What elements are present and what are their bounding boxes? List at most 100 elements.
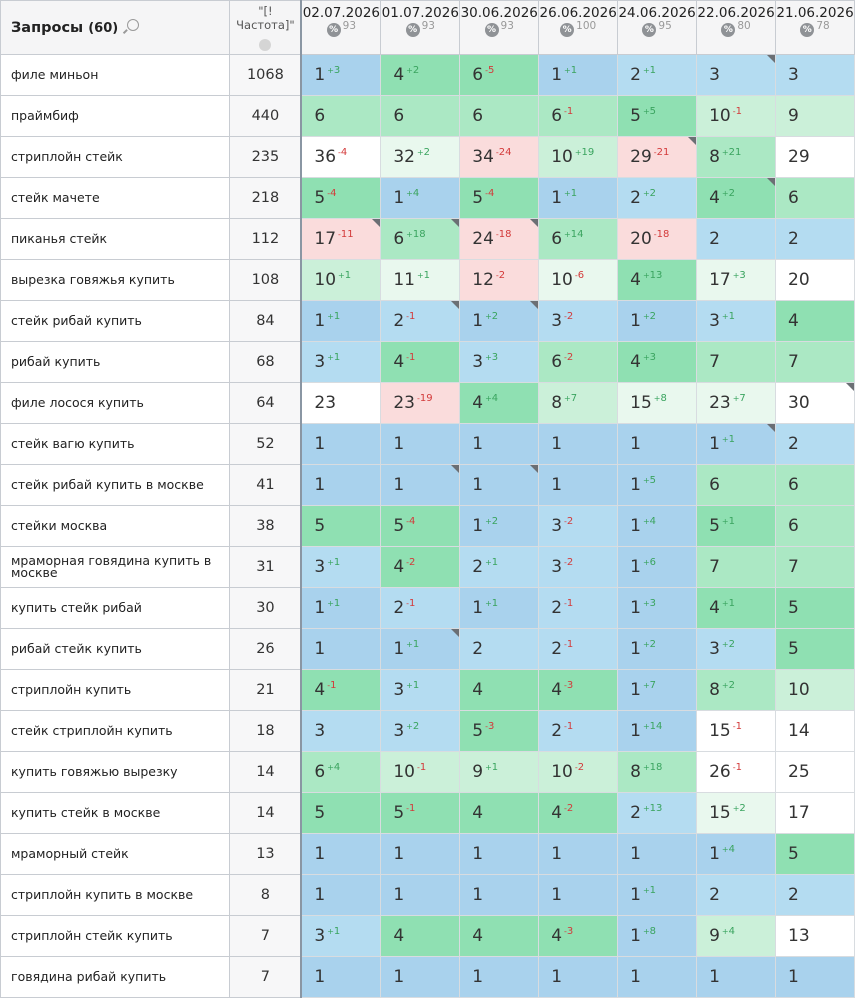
position-cell[interactable]: 5: [775, 628, 855, 670]
snippet-corner-icon[interactable]: [451, 219, 460, 227]
position-cell[interactable]: 7: [696, 546, 777, 588]
position-cell[interactable]: 36 -4: [300, 136, 382, 178]
position-cell[interactable]: 15 -1: [696, 710, 777, 752]
query-cell[interactable]: филе миньон: [0, 54, 231, 96]
position-cell[interactable]: 1 +4: [696, 833, 777, 875]
queries-column-header[interactable]: Запросы (60): [0, 0, 231, 55]
position-cell[interactable]: 5: [300, 792, 382, 834]
position-cell[interactable]: 1 +3: [300, 54, 382, 96]
position-cell[interactable]: 9 +1: [459, 751, 540, 793]
position-cell[interactable]: 1: [459, 833, 540, 875]
position-cell[interactable]: 3 +1: [300, 341, 382, 383]
position-cell[interactable]: 1: [459, 956, 540, 998]
query-cell[interactable]: стриплойн стейк: [0, 136, 231, 178]
position-cell[interactable]: 3 -2: [538, 505, 619, 547]
position-cell[interactable]: 23 +7: [696, 382, 777, 424]
date-column-header[interactable]: 01.07.2026% 93: [380, 0, 461, 55]
snippet-corner-icon[interactable]: [767, 55, 776, 63]
position-cell[interactable]: 13: [775, 915, 855, 957]
position-cell[interactable]: 5 -1: [380, 792, 461, 834]
position-cell[interactable]: 4 +2: [696, 177, 777, 219]
position-cell[interactable]: 6: [775, 177, 855, 219]
position-cell[interactable]: 3 +2: [380, 710, 461, 752]
query-cell[interactable]: вырезка говяжья купить: [0, 259, 231, 301]
position-cell[interactable]: 1 +2: [459, 505, 540, 547]
position-cell[interactable]: 7: [775, 546, 855, 588]
position-cell[interactable]: 23 -19: [380, 382, 461, 424]
position-cell[interactable]: 3: [696, 54, 777, 96]
position-cell[interactable]: 29: [775, 136, 855, 178]
position-cell[interactable]: 3: [300, 710, 382, 752]
position-cell[interactable]: 6 -1: [538, 95, 619, 137]
position-cell[interactable]: 3 +2: [696, 628, 777, 670]
snippet-corner-icon[interactable]: [846, 383, 854, 391]
position-cell[interactable]: 1: [617, 956, 698, 998]
query-cell[interactable]: стейк стриплойн купить: [0, 710, 231, 752]
position-cell[interactable]: 9: [775, 95, 855, 137]
query-cell[interactable]: стейк вагю купить: [0, 423, 231, 465]
query-cell[interactable]: стейки москва: [0, 505, 231, 547]
query-cell[interactable]: стриплойн стейк купить: [0, 915, 231, 957]
position-cell[interactable]: 32 +2: [380, 136, 461, 178]
position-cell[interactable]: 6: [696, 464, 777, 506]
position-cell[interactable]: 6 +18: [380, 218, 461, 260]
query-cell[interactable]: филе лосося купить: [0, 382, 231, 424]
position-cell[interactable]: 1 +1: [380, 628, 461, 670]
position-cell[interactable]: 15 +2: [696, 792, 777, 834]
position-cell[interactable]: 6 -5: [459, 54, 540, 96]
frequency-column-header[interactable]: "[!Частота]": [229, 0, 302, 55]
position-cell[interactable]: 1: [300, 423, 382, 465]
position-cell[interactable]: 1 +1: [538, 177, 619, 219]
position-cell[interactable]: 6: [459, 95, 540, 137]
position-cell[interactable]: 1 +1: [459, 587, 540, 629]
position-cell[interactable]: 1: [459, 423, 540, 465]
position-cell[interactable]: 11 +1: [380, 259, 461, 301]
position-cell[interactable]: 1: [380, 423, 461, 465]
date-column-header[interactable]: 24.06.2026% 95: [617, 0, 698, 55]
position-cell[interactable]: 4 +2: [380, 54, 461, 96]
position-cell[interactable]: 1: [380, 956, 461, 998]
position-cell[interactable]: 24 -18: [459, 218, 540, 260]
position-cell[interactable]: 2: [459, 628, 540, 670]
position-cell[interactable]: 2 +2: [617, 177, 698, 219]
position-cell[interactable]: 10 +19: [538, 136, 619, 178]
position-cell[interactable]: 1 +2: [617, 300, 698, 342]
position-cell[interactable]: 1 +1: [300, 587, 382, 629]
snippet-corner-icon[interactable]: [451, 301, 460, 309]
position-cell[interactable]: 10 +1: [300, 259, 382, 301]
position-cell[interactable]: 5 -3: [459, 710, 540, 752]
position-cell[interactable]: 4 +4: [459, 382, 540, 424]
query-cell[interactable]: купить стейк рибай: [0, 587, 231, 629]
position-cell[interactable]: 1 +2: [459, 300, 540, 342]
position-cell[interactable]: 1: [300, 956, 382, 998]
position-cell[interactable]: 6 +4: [300, 751, 382, 793]
position-cell[interactable]: 2 +13: [617, 792, 698, 834]
position-cell[interactable]: 1: [538, 423, 619, 465]
position-cell[interactable]: 1 +1: [617, 874, 698, 916]
date-column-header[interactable]: 22.06.2026% 80: [696, 0, 777, 55]
position-cell[interactable]: 2 -1: [380, 587, 461, 629]
position-cell[interactable]: 20 -18: [617, 218, 698, 260]
position-cell[interactable]: 3 +3: [459, 341, 540, 383]
snippet-corner-icon[interactable]: [530, 219, 539, 227]
position-cell[interactable]: 17 -11: [300, 218, 382, 260]
query-cell[interactable]: стейк мачете: [0, 177, 231, 219]
position-cell[interactable]: 2 -1: [538, 710, 619, 752]
query-cell[interactable]: купить стейк в москве: [0, 792, 231, 834]
position-cell[interactable]: 4 +13: [617, 259, 698, 301]
date-column-header[interactable]: 30.06.2026% 93: [459, 0, 540, 55]
position-cell[interactable]: 1 +4: [380, 177, 461, 219]
position-cell[interactable]: 9 +4: [696, 915, 777, 957]
position-cell[interactable]: 5 -4: [300, 177, 382, 219]
position-cell[interactable]: 1 +1: [696, 423, 777, 465]
position-cell[interactable]: 29 -21: [617, 136, 698, 178]
position-cell[interactable]: 6: [775, 464, 855, 506]
position-cell[interactable]: 7: [775, 341, 855, 383]
position-cell[interactable]: 5 -4: [459, 177, 540, 219]
position-cell[interactable]: 4: [459, 915, 540, 957]
position-cell[interactable]: 25: [775, 751, 855, 793]
position-cell[interactable]: 1: [380, 833, 461, 875]
position-cell[interactable]: 12 -2: [459, 259, 540, 301]
query-cell[interactable]: стриплойн купить в москве: [0, 874, 231, 916]
snippet-corner-icon[interactable]: [767, 178, 776, 186]
